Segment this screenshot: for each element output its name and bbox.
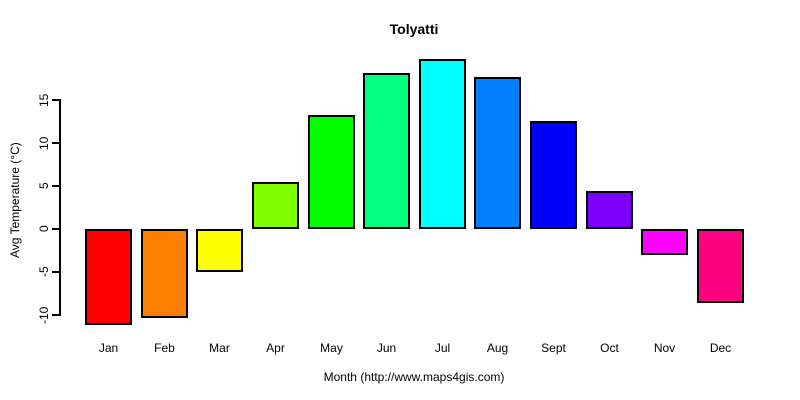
y-tick-mark--5 (52, 271, 59, 273)
bar-feb (141, 229, 188, 319)
x-tick-label-jan: Jan (98, 341, 119, 355)
bar-dec (697, 229, 744, 303)
x-tick-label-nov: Nov (653, 341, 676, 355)
y-tick-mark--10 (52, 314, 59, 316)
y-tick-mark-5 (52, 185, 59, 187)
chart-title: Tolyatti (389, 21, 439, 37)
x-tick-label-apr: Apr (266, 341, 285, 355)
x-tick-label-dec: Dec (709, 341, 732, 355)
y-axis-label: Avg Temperature (°C) (8, 142, 22, 258)
x-tick-label-may: May (320, 341, 343, 355)
bar-oct (586, 191, 633, 229)
x-tick-label-sept: Sept (541, 341, 566, 355)
bar-jan (85, 229, 132, 326)
bar-jun (363, 73, 410, 229)
bar-mar (196, 229, 243, 272)
x-tick-label-oct: Oct (600, 341, 619, 355)
bar-may (308, 114, 355, 229)
x-tick-label-jul: Jul (434, 341, 451, 355)
x-tick-label-feb: Feb (154, 341, 175, 355)
bar-aug (474, 76, 521, 229)
y-tick-mark-0 (52, 228, 59, 230)
bar-sept (530, 120, 577, 229)
y-tick-mark-10 (52, 142, 59, 144)
bar-apr (252, 181, 299, 229)
y-axis-line (59, 99, 61, 316)
x-tick-label-aug: Aug (486, 341, 509, 355)
x-tick-label-jun: Jun (376, 341, 397, 355)
x-axis-label: Month (http://www.maps4gis.com) (323, 370, 505, 384)
x-tick-label-mar: Mar (209, 341, 230, 355)
y-tick-mark-15 (52, 99, 59, 101)
bar-jul (419, 58, 466, 229)
bar-nov (641, 229, 688, 255)
y-tick-label-15: 15 (37, 93, 51, 107)
